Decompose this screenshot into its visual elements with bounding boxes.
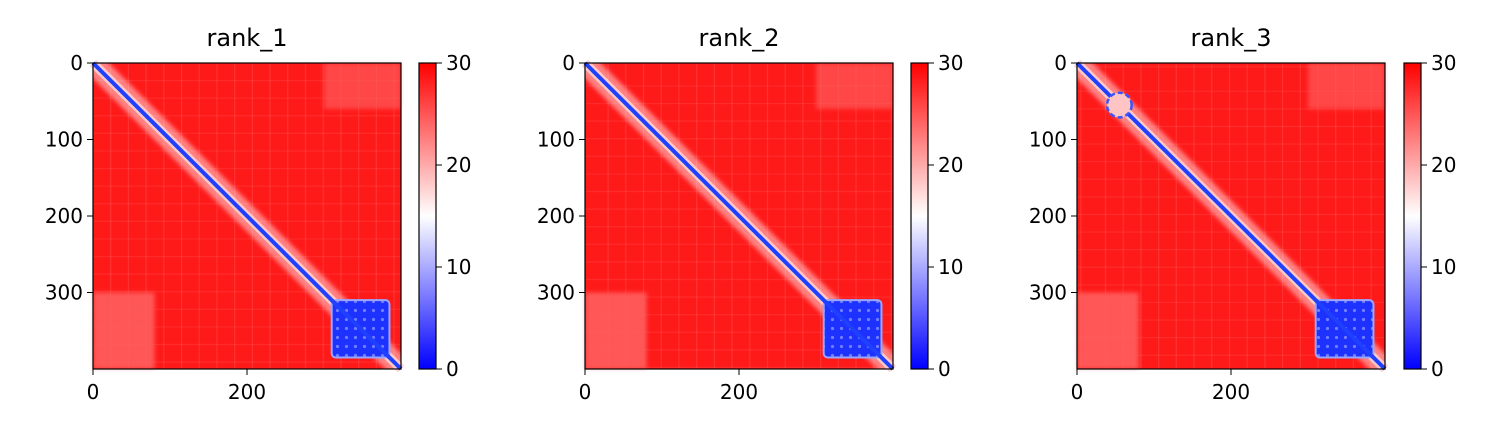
colorbar-tick-label: 20 xyxy=(446,153,471,177)
y-tick-label: 200 xyxy=(45,204,83,228)
x-tick-label: 200 xyxy=(720,380,758,404)
y-tick-label: 0 xyxy=(562,51,575,75)
heatmap-panel-1: rank_1 0 100 200 300 0 200 0 10 20 30 xyxy=(45,24,472,404)
colorbar-tick-label: 10 xyxy=(1431,255,1456,279)
x-tick-label: 0 xyxy=(87,380,100,404)
y-tick-label: 0 xyxy=(1054,51,1067,75)
y-tick-label: 100 xyxy=(1029,128,1067,152)
y-tick-label: 300 xyxy=(537,281,575,305)
y-tick-label: 0 xyxy=(70,51,83,75)
y-tick-label: 100 xyxy=(537,128,575,152)
heatmap-light-region xyxy=(585,292,647,369)
colorbar xyxy=(418,62,437,370)
heatmap-panel-2: rank_2 0 100 200 300 0 200 0 10 20 30 xyxy=(537,24,964,404)
colorbar-tick-label: 0 xyxy=(446,357,459,381)
y-tick-label: 200 xyxy=(537,204,575,228)
x-tick-label: 0 xyxy=(1071,380,1084,404)
colorbar xyxy=(910,62,929,370)
colorbar xyxy=(1403,62,1422,370)
colorbar-tick-label: 30 xyxy=(938,51,963,75)
heatmap-light-region xyxy=(93,292,155,369)
x-tick-label: 0 xyxy=(579,380,592,404)
y-tick-label: 200 xyxy=(1029,204,1067,228)
contact-ring-feature xyxy=(1105,91,1133,119)
heatmap-light-region xyxy=(816,63,893,109)
heatmap-light-region xyxy=(1077,292,1139,369)
y-tick-label: 300 xyxy=(1029,281,1067,305)
chart-title: rank_2 xyxy=(699,24,780,52)
colorbar-tick-label: 10 xyxy=(446,255,471,279)
colorbar-tick-label: 0 xyxy=(938,357,951,381)
heatmap-panel-3: rank_3 0 100 200 300 0 200 0 10 20 30 xyxy=(1029,24,1457,404)
diagonal-line xyxy=(91,61,403,371)
diagonal-line xyxy=(583,61,895,371)
colorbar-tick-label: 20 xyxy=(1431,153,1456,177)
colorbar-tick-label: 20 xyxy=(938,153,963,177)
y-tick-label: 300 xyxy=(45,281,83,305)
colorbar-tick-label: 30 xyxy=(446,51,471,75)
x-tick-label: 200 xyxy=(1212,380,1250,404)
colorbar-tick-label: 10 xyxy=(938,255,963,279)
y-tick-label: 100 xyxy=(45,128,83,152)
x-tick-label: 200 xyxy=(228,380,266,404)
heatmap-light-region xyxy=(1308,63,1385,109)
chart-title: rank_1 xyxy=(207,24,288,52)
chart-title: rank_3 xyxy=(1191,24,1272,52)
colorbar-tick-label: 0 xyxy=(1431,357,1444,381)
heatmap-light-region xyxy=(324,63,401,109)
colorbar-tick-label: 30 xyxy=(1431,51,1456,75)
